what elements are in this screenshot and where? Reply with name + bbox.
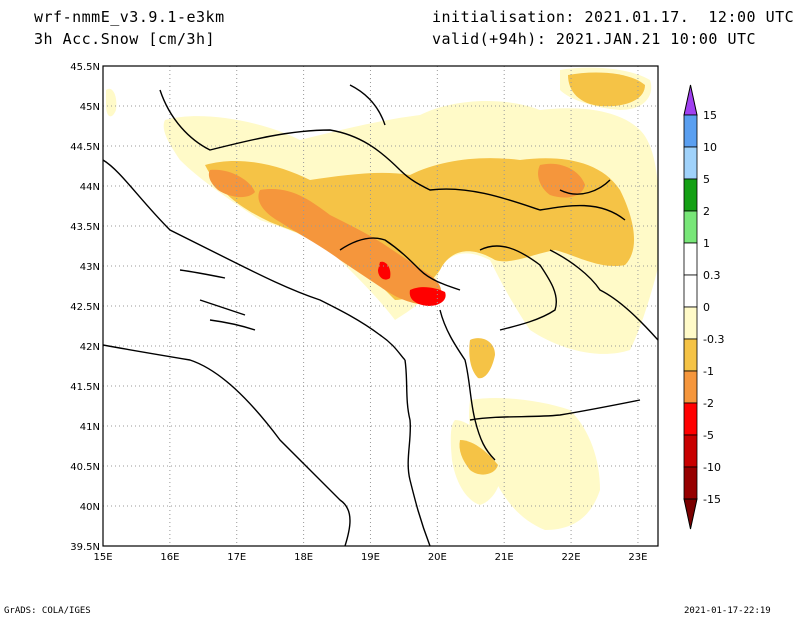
colorbar-swatch	[683, 242, 698, 276]
albania-coastline	[404, 359, 431, 546]
valid-time: valid(+94h): 2021.JAN.21 10:00 UTC	[432, 30, 757, 48]
colorbar-label: -1	[703, 365, 714, 378]
snow-area-heavy	[538, 163, 585, 198]
colorbar-bottom-arrow	[683, 498, 698, 530]
colorbar-label: 1	[703, 237, 710, 250]
lat-tick-label: 39.5N	[70, 542, 100, 553]
lon-tick-label: 16E	[160, 552, 179, 563]
variable-title: 3h Acc.Snow [cm/3h]	[34, 30, 216, 48]
model-title: wrf-nmmE_v3.9.1-e3km	[34, 8, 225, 26]
colorbar-swatch	[683, 402, 698, 436]
colorbar-label: 2	[703, 205, 710, 218]
colorbar-label: 10	[703, 141, 717, 154]
lon-tick-label: 18E	[294, 552, 313, 563]
colorbar-top-arrow	[683, 84, 698, 116]
lat-tick-label: 41N	[80, 422, 100, 433]
lon-tick-label: 22E	[562, 552, 581, 563]
snow-area-heavy	[258, 189, 442, 305]
colorbar-label: 15	[703, 109, 717, 122]
colorbar-swatch	[683, 114, 698, 148]
graticule	[103, 66, 658, 546]
lat-tick-label: 41.5N	[70, 382, 100, 393]
colorbar-label: 5	[703, 173, 710, 186]
colorbar-swatch	[683, 210, 698, 244]
lat-tick-label: 45.5N	[70, 62, 100, 73]
colorbar-swatch	[683, 338, 698, 372]
dalmatian-islands	[179, 269, 256, 331]
colorbar-label: -2	[703, 397, 714, 410]
coastlines-and-borders	[103, 84, 658, 546]
colorbar-swatch	[683, 370, 698, 404]
snow-area-heavy	[208, 169, 255, 198]
italy-coastline	[103, 344, 351, 546]
snow-area-light	[106, 88, 117, 117]
colorbar-label: 0.3	[703, 269, 721, 282]
snow-area-intense	[409, 287, 446, 306]
lon-tick-label: 20E	[428, 552, 447, 563]
lat-tick-label: 40.5N	[70, 462, 100, 473]
footer-credit: GrADS: COLA/IGES	[4, 606, 91, 616]
snow-area-moderate	[205, 158, 635, 300]
kosovo-border	[479, 245, 557, 331]
bulgaria-border	[549, 249, 658, 341]
colorbar-label: -10	[703, 461, 721, 474]
snow-area-moderate	[568, 72, 645, 107]
colorbar: 15 10 5 2 1 0.3 0 -0.3 -1 -2 -5 -10 -15	[683, 84, 724, 530]
colorbar-swatch	[683, 274, 698, 308]
adriatic-coastline-east	[103, 159, 406, 361]
lon-tick-label: 17E	[227, 552, 246, 563]
lat-tick-label: 42.5N	[70, 302, 100, 313]
longitude-labels: 15E 16E 17E 18E 19E 20E 21E 22E 23E	[93, 552, 647, 563]
snow-area-light	[469, 398, 600, 530]
lat-tick-label: 40N	[80, 502, 100, 513]
albania-east-border	[439, 309, 496, 461]
lon-tick-label: 23E	[628, 552, 647, 563]
colorbar-label: -15	[703, 493, 721, 506]
snow-area-moderate	[469, 338, 495, 379]
lat-tick-label: 45N	[80, 102, 100, 113]
lon-tick-label: 21E	[495, 552, 514, 563]
init-time: initialisation: 2021.01.17. 12:00 UTC	[432, 8, 795, 26]
lat-tick-label: 44N	[80, 182, 100, 193]
inner-borders	[349, 84, 611, 195]
montenegro-border	[339, 237, 461, 291]
serbia-border	[399, 169, 626, 221]
lat-tick-label: 44.5N	[70, 142, 100, 153]
map-frame	[102, 65, 659, 547]
colorbar-swatch	[683, 466, 698, 500]
lon-tick-label: 19E	[361, 552, 380, 563]
colorbar-label: -5	[703, 429, 714, 442]
colorbar-swatch	[683, 178, 698, 212]
colorbar-swatch	[683, 434, 698, 468]
snow-field	[106, 67, 658, 530]
footer-timestamp: 2021-01-17-22:19	[684, 606, 771, 616]
lat-tick-label: 42N	[80, 342, 100, 353]
lat-tick-label: 43.5N	[70, 222, 100, 233]
latitude-labels: 45.5N 45N 44.5N 44N 43.5N 43N 42.5N 42N 41.5N 41N…	[70, 62, 100, 553]
greece-north-border	[469, 399, 641, 421]
colorbar-swatch	[683, 306, 698, 340]
colorbar-label: -0.3	[703, 333, 724, 346]
croatia-border	[159, 89, 401, 171]
colorbar-label: 0	[703, 301, 710, 314]
lon-tick-label: 15E	[93, 552, 112, 563]
snow-area-moderate	[459, 440, 498, 475]
colorbar-swatch	[683, 146, 698, 180]
lat-tick-label: 43N	[80, 262, 100, 273]
